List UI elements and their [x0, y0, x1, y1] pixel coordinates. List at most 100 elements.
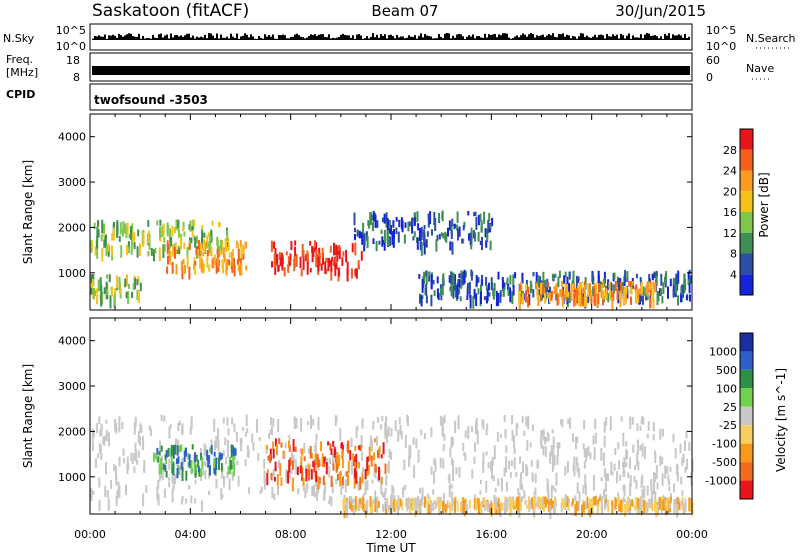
range-cell	[354, 234, 356, 241]
range-cell	[597, 499, 600, 508]
range-cell	[471, 426, 473, 433]
range-cell	[430, 427, 433, 438]
range-cell	[593, 447, 596, 461]
nsky-sample	[246, 34, 248, 40]
range-cell	[466, 503, 469, 514]
range-cell	[171, 474, 174, 484]
range-cell	[515, 497, 518, 508]
range-cell	[571, 433, 574, 443]
nsky-sample	[618, 38, 620, 40]
range-cell	[430, 294, 433, 307]
range-cell	[96, 248, 99, 259]
range-cell	[227, 245, 230, 250]
range-cell	[363, 232, 366, 246]
nsky-sample	[338, 36, 340, 40]
range-cell	[295, 417, 298, 429]
nsky-sample	[182, 36, 184, 40]
range-cell	[370, 439, 373, 452]
nsky-sample	[586, 35, 588, 40]
range-cell	[171, 262, 174, 274]
range-cell	[193, 265, 196, 275]
range-cell	[160, 445, 163, 452]
nsky-sample	[378, 37, 380, 40]
range-cell	[491, 456, 494, 466]
range-cell	[399, 425, 402, 436]
range-cell	[464, 430, 467, 438]
range-cell	[110, 245, 113, 256]
nsky-sample	[608, 36, 610, 40]
nsky-sample	[320, 34, 322, 40]
colorbar-frame	[739, 128, 754, 296]
range-cell	[443, 434, 446, 441]
range-cell	[272, 448, 275, 459]
range-cell	[330, 475, 333, 487]
range-cell	[222, 450, 225, 457]
range-cell	[376, 436, 379, 446]
range-cell	[439, 415, 442, 426]
range-cell	[526, 504, 529, 509]
range-cell	[294, 246, 297, 256]
range-cell	[629, 482, 632, 497]
range-cell	[541, 296, 544, 301]
nsky-sample	[560, 34, 562, 40]
range-cell	[184, 264, 186, 274]
nsky-sample	[446, 33, 448, 40]
range-cell	[540, 292, 542, 302]
nsky-sample	[584, 37, 586, 40]
nsky-sample	[296, 33, 298, 40]
range-cell	[547, 489, 550, 501]
range-cell	[419, 504, 422, 514]
range-cell	[180, 462, 183, 470]
range-cell	[100, 234, 103, 242]
range-cell	[505, 456, 508, 470]
nsky-sample	[496, 37, 498, 40]
range-cell	[216, 248, 219, 255]
range-cell	[417, 223, 420, 231]
range-cell	[277, 419, 280, 432]
range-cell	[476, 430, 479, 445]
range-cell	[331, 256, 334, 262]
nsky-sample	[428, 36, 430, 40]
range-cell	[211, 220, 214, 226]
range-cell	[495, 290, 498, 297]
range-cell	[438, 233, 441, 240]
range-cell	[480, 284, 482, 292]
range-cell	[351, 243, 354, 253]
range-cell	[493, 445, 496, 460]
range-cell	[132, 453, 135, 461]
range-cell	[644, 446, 646, 459]
range-cell	[118, 235, 121, 242]
range-cell	[653, 481, 655, 495]
range-cell	[611, 471, 614, 476]
range-cell	[159, 458, 162, 470]
range-cell	[300, 456, 303, 469]
range-cell	[423, 233, 426, 244]
range-cell	[228, 259, 230, 266]
nsky-sample	[168, 38, 170, 40]
range-cell	[125, 226, 128, 239]
range-cell	[172, 445, 175, 459]
range-cell	[106, 490, 109, 498]
range-cell	[544, 279, 547, 293]
range-cell	[432, 279, 435, 285]
range-cell	[436, 497, 439, 507]
range-cell	[180, 260, 183, 271]
range-cell	[589, 504, 592, 518]
range-cell	[282, 450, 285, 459]
nsky-sample	[176, 35, 178, 40]
range-cell	[297, 488, 300, 495]
range-cell	[566, 291, 569, 298]
time-tick-label: 04:00	[174, 528, 206, 541]
range-cell	[511, 291, 514, 304]
nsky-sample	[556, 37, 558, 40]
nsky-sample	[112, 34, 114, 40]
range-cell	[98, 416, 101, 425]
range-cell	[450, 483, 453, 489]
range-cell	[653, 500, 656, 511]
range-cell	[683, 273, 686, 286]
range-cell	[391, 484, 394, 499]
range-cell	[191, 444, 194, 450]
range-cell	[682, 453, 685, 463]
